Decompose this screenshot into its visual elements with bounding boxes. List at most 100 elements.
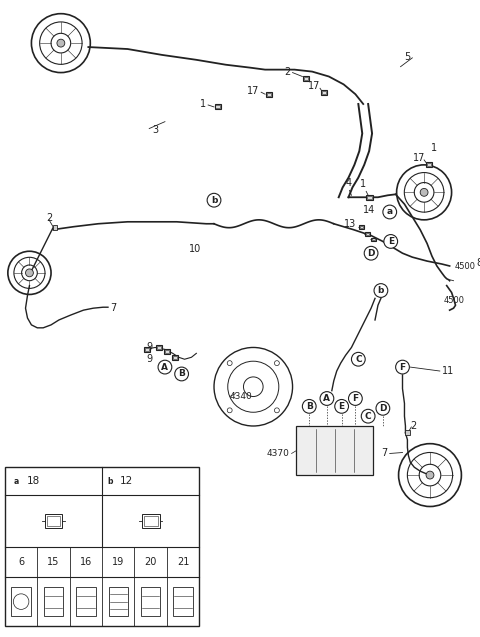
Circle shape — [320, 392, 334, 405]
Text: 9: 9 — [146, 343, 152, 352]
Circle shape — [335, 399, 348, 413]
Bar — [172, 355, 178, 360]
Bar — [165, 350, 169, 353]
Text: 1: 1 — [431, 143, 437, 153]
Circle shape — [420, 189, 428, 196]
Bar — [405, 431, 410, 435]
Bar — [427, 163, 431, 166]
Text: A: A — [324, 394, 330, 403]
Text: 15: 15 — [48, 557, 60, 567]
Bar — [173, 587, 193, 617]
Text: 5: 5 — [404, 52, 410, 62]
Text: b: b — [378, 286, 384, 295]
Bar — [360, 225, 363, 227]
Text: 6: 6 — [18, 557, 24, 567]
Text: C: C — [355, 355, 361, 364]
Text: E: E — [388, 237, 394, 246]
Text: 12: 12 — [120, 476, 133, 486]
Text: 17: 17 — [308, 82, 320, 91]
Bar — [142, 514, 159, 528]
Text: 1: 1 — [200, 99, 206, 109]
Text: C: C — [365, 412, 372, 420]
Bar — [145, 348, 149, 351]
Circle shape — [105, 476, 115, 486]
Text: 7: 7 — [382, 448, 388, 459]
Text: 10: 10 — [189, 244, 201, 254]
Bar — [47, 516, 60, 526]
Text: F: F — [399, 362, 406, 371]
Bar — [366, 195, 372, 200]
Text: E: E — [338, 402, 345, 411]
Text: 4: 4 — [346, 178, 351, 189]
Bar — [367, 196, 372, 199]
Text: 14: 14 — [363, 205, 375, 215]
Text: B: B — [306, 402, 312, 411]
Bar — [144, 347, 150, 352]
Bar — [5, 467, 199, 626]
Bar — [45, 514, 62, 528]
Text: 18: 18 — [26, 476, 40, 486]
Bar — [371, 238, 375, 241]
Text: 16: 16 — [80, 557, 92, 567]
Bar — [52, 225, 58, 230]
Circle shape — [376, 401, 390, 415]
Bar — [372, 238, 374, 240]
Bar — [266, 93, 272, 96]
Circle shape — [384, 234, 397, 248]
Circle shape — [426, 471, 434, 479]
Circle shape — [351, 352, 365, 366]
Circle shape — [158, 360, 172, 374]
Text: 3: 3 — [152, 124, 158, 134]
Circle shape — [207, 194, 221, 207]
Bar — [12, 587, 31, 617]
Circle shape — [374, 283, 388, 297]
Text: 17: 17 — [247, 86, 259, 96]
Bar — [304, 77, 308, 80]
Circle shape — [175, 367, 189, 381]
Text: 4370: 4370 — [267, 449, 289, 458]
Bar — [366, 233, 369, 234]
Text: 1: 1 — [360, 180, 366, 189]
Text: 19: 19 — [112, 557, 124, 567]
Text: b: b — [107, 476, 113, 485]
Text: 9: 9 — [146, 354, 152, 364]
Text: B: B — [178, 369, 185, 378]
Text: F: F — [352, 394, 359, 403]
Bar — [44, 587, 63, 617]
Bar — [216, 106, 220, 108]
Text: 2: 2 — [410, 421, 417, 431]
Bar — [265, 92, 273, 97]
Text: 2: 2 — [284, 67, 290, 76]
Bar — [141, 587, 160, 617]
Circle shape — [364, 247, 378, 260]
Text: A: A — [161, 362, 168, 371]
Circle shape — [302, 399, 316, 413]
Text: a: a — [14, 476, 19, 485]
Text: 8: 8 — [476, 258, 480, 268]
Bar — [156, 345, 162, 350]
Bar — [108, 587, 128, 617]
Text: 13: 13 — [344, 218, 356, 229]
Text: 2: 2 — [46, 213, 52, 223]
Circle shape — [361, 410, 375, 423]
Bar — [173, 356, 177, 359]
Circle shape — [25, 269, 34, 277]
Text: 4500: 4500 — [455, 262, 476, 271]
Bar — [359, 225, 364, 229]
Text: 4500: 4500 — [444, 296, 465, 305]
Circle shape — [348, 392, 362, 405]
Bar — [322, 90, 326, 94]
Text: D: D — [367, 248, 375, 258]
Circle shape — [383, 205, 396, 219]
Text: 11: 11 — [442, 366, 454, 376]
Bar — [297, 426, 373, 475]
Text: 17: 17 — [413, 153, 425, 163]
Bar — [426, 162, 432, 168]
Bar — [157, 346, 161, 349]
Bar — [215, 104, 221, 110]
Bar — [321, 90, 327, 95]
Circle shape — [57, 39, 65, 47]
Bar — [303, 76, 309, 81]
Text: b: b — [211, 196, 217, 204]
Text: 20: 20 — [144, 557, 157, 567]
